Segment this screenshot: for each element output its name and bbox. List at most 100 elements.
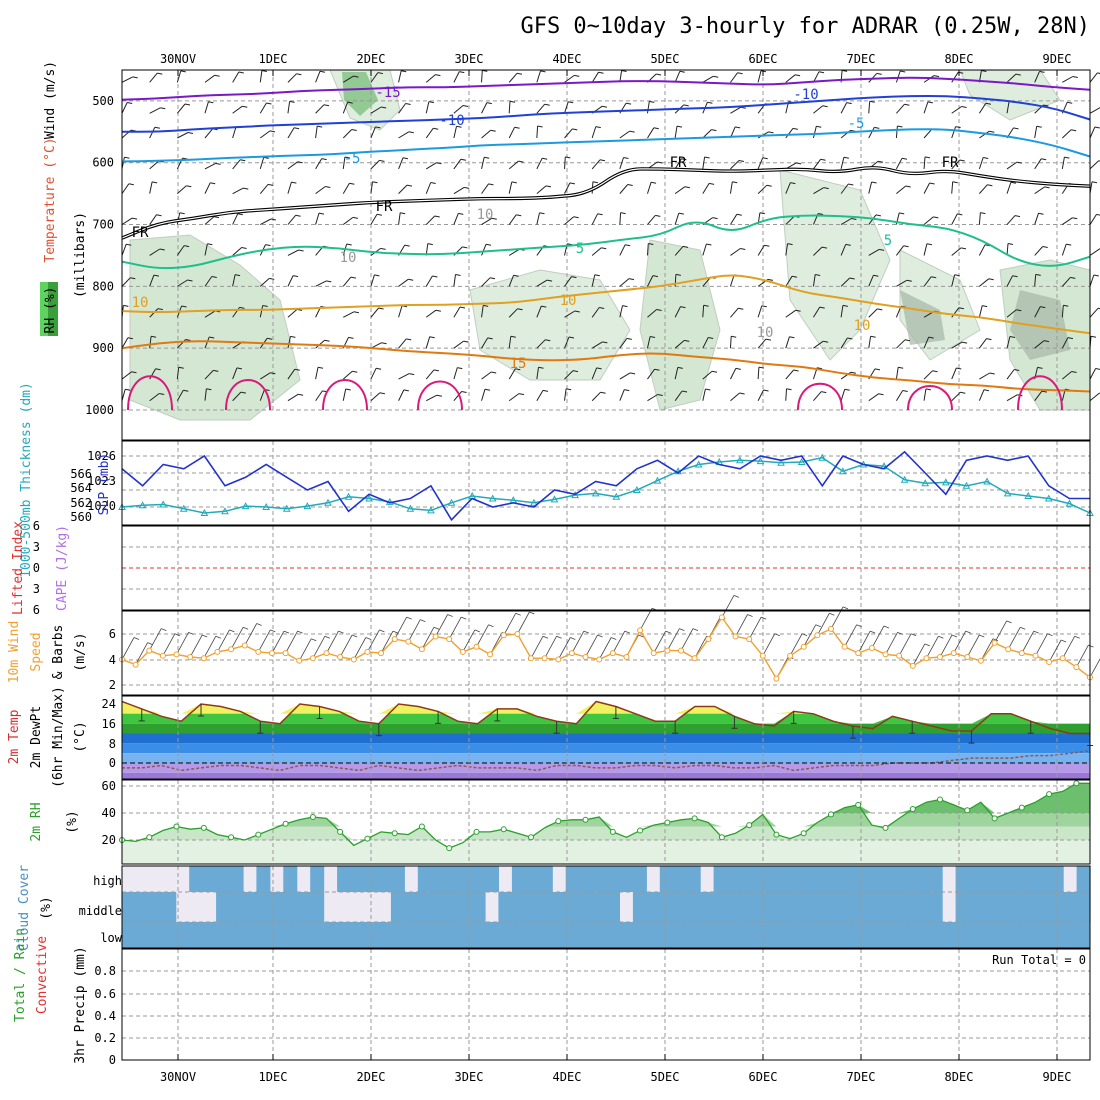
wind-barb-10m-flag xyxy=(992,638,999,642)
wind-barb-flag xyxy=(904,339,911,342)
cloud-middle-cell xyxy=(1076,892,1091,922)
wind-barb xyxy=(370,160,380,170)
contour-label: -5 xyxy=(344,151,361,167)
wind-barb xyxy=(674,158,682,170)
cloud-high-cell xyxy=(390,866,405,892)
wind-barb xyxy=(978,338,987,349)
cloud-level-label: low xyxy=(100,931,122,945)
wind-barb-flag xyxy=(601,105,608,108)
cloud-middle-cell xyxy=(122,892,136,922)
wind-barb xyxy=(619,338,628,349)
thickness-point xyxy=(179,504,188,512)
wind-barb xyxy=(1061,157,1065,169)
cloud-middle-cell xyxy=(888,892,903,922)
wind-barb-flag xyxy=(243,187,249,190)
y-tick-rh: 40 xyxy=(102,806,116,820)
cloud-high-cell xyxy=(874,866,889,892)
wind10m-point xyxy=(950,650,957,657)
wind-barb xyxy=(176,245,185,256)
wind-barb xyxy=(232,391,242,402)
wind-barb xyxy=(508,72,518,83)
wind-barb-flag xyxy=(594,274,600,277)
wind10m-point xyxy=(1018,650,1025,657)
y-tick-thickness: 562 xyxy=(70,496,92,510)
wind-barb xyxy=(1062,129,1072,139)
wind-barb xyxy=(730,72,739,83)
wind-barb-flag xyxy=(1015,73,1021,76)
wind-barb-flag xyxy=(491,217,497,220)
cloud-middle-cell xyxy=(390,892,405,922)
wind-barb-flag xyxy=(324,339,330,342)
cloud-high-cell xyxy=(659,866,674,892)
wind10m-point xyxy=(528,655,534,662)
wind-barb-flag xyxy=(842,69,848,72)
wind10m-point xyxy=(759,652,766,659)
cloud-middle-cell xyxy=(444,892,459,922)
wind-barb xyxy=(149,214,157,225)
cloud-high-cell xyxy=(780,866,795,892)
wind-barb xyxy=(564,128,573,139)
run-total-label: Run Total = 0 xyxy=(992,953,1086,967)
wind-barb xyxy=(868,275,874,287)
wind-barb-10m xyxy=(1062,636,1076,659)
wind10m-point xyxy=(432,633,439,640)
wind10m-point xyxy=(132,661,139,668)
thickness-point xyxy=(1044,494,1053,502)
cloud-middle-cell xyxy=(700,892,715,922)
y-tick-thickness: 560 xyxy=(70,510,92,524)
thickness-point xyxy=(1003,489,1012,497)
wind-barb xyxy=(868,181,873,194)
wind-barb xyxy=(398,184,408,194)
cloud-high-cell xyxy=(538,866,553,892)
wind-barb-10m-flag xyxy=(379,629,385,633)
wind-barb xyxy=(287,214,296,225)
cloud-middle-cell xyxy=(1063,892,1078,922)
wind-barb xyxy=(481,157,485,170)
contour-label: FR xyxy=(942,155,959,171)
cloud-middle-cell xyxy=(283,892,298,922)
wind-barb-flag xyxy=(180,70,186,73)
wind-barb xyxy=(674,212,680,225)
wind-barb-flag xyxy=(537,125,543,128)
wind-barb-flag xyxy=(293,275,299,278)
wind-barb xyxy=(868,393,879,402)
wind-barb xyxy=(287,73,297,83)
wind-barb xyxy=(453,274,456,287)
cloud-high-cell xyxy=(189,866,204,892)
wind-barb-flag xyxy=(132,76,138,79)
cloud-middle-cell xyxy=(1049,892,1064,922)
ylabel-total-rain: Total / Rain xyxy=(13,928,28,1022)
thickness-point xyxy=(159,500,168,508)
wind-barb-flag xyxy=(877,308,883,311)
wind-barb xyxy=(1089,126,1096,139)
wind-barb-flag xyxy=(987,184,993,187)
cloud-high-cell xyxy=(511,866,526,892)
cloud-high-cell xyxy=(458,866,473,892)
ylabel-lifted-index: Lifted Index xyxy=(11,521,26,615)
wind-barb-flag xyxy=(649,100,655,103)
wind-barb-flag xyxy=(353,311,359,314)
cloud-high-cell xyxy=(350,866,365,892)
ylabel-cloud-units: (%) xyxy=(39,896,54,919)
wind-barb-10m xyxy=(121,637,135,660)
thickness-point xyxy=(262,502,271,510)
thickness-point xyxy=(612,492,621,500)
wind-barb xyxy=(453,213,459,225)
wind-barb xyxy=(342,75,354,83)
wind-barb-flag xyxy=(713,75,719,78)
wind-barb-10m-flag xyxy=(270,629,276,633)
wind-barb-flag xyxy=(353,75,359,78)
wind-barb-10m-flag xyxy=(1088,644,1094,648)
wind-barb-10m-flag xyxy=(338,630,344,634)
cloud-high-cell xyxy=(337,866,352,892)
wind-barb xyxy=(398,373,410,380)
panel-frame xyxy=(121,865,1091,949)
wind-barb xyxy=(259,278,270,287)
wind-barb-flag xyxy=(430,182,436,184)
wind-barb-flag xyxy=(179,212,185,215)
wind-barb-flag xyxy=(709,182,715,185)
ylabel-speed: Speed xyxy=(29,632,44,671)
wind-barb-flag xyxy=(711,370,718,373)
wind-barb-flag xyxy=(703,304,709,307)
wind-barb-10m xyxy=(285,630,298,654)
